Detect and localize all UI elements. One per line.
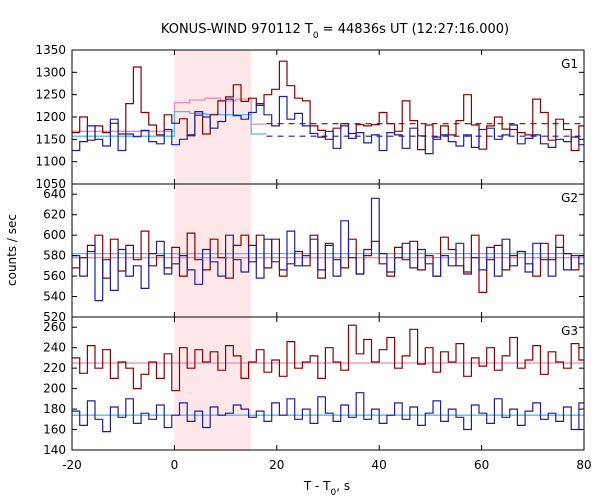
panel-label-g3: G3 xyxy=(561,324,578,338)
fit-line-g1-secondary_fit xyxy=(72,110,267,137)
y-tick-label-g1: 1100 xyxy=(35,155,66,169)
panel-frame-g3 xyxy=(71,316,585,451)
y-tick-label-g1: 1350 xyxy=(35,43,66,57)
y-tick-label-g1: 1250 xyxy=(35,88,66,102)
y-tick-label-g3: 220 xyxy=(43,361,66,375)
y-tick-label-g1: 1300 xyxy=(35,65,66,79)
series-g1-primary xyxy=(72,60,584,152)
panel-label-g2: G2 xyxy=(561,191,578,205)
y-tick-label-g3: 180 xyxy=(43,402,66,416)
x-axis-label: T - T0, s xyxy=(303,479,350,498)
y-tick-label-g2: 580 xyxy=(43,249,66,263)
y-tick-label-g1: 1150 xyxy=(35,132,66,146)
y-tick-label-g3: 240 xyxy=(43,341,66,355)
y-tick-label-g1: 1200 xyxy=(35,110,66,124)
x-tick-label: 40 xyxy=(372,458,387,472)
series-g3-secondary xyxy=(72,392,584,433)
x-tick-label: 0 xyxy=(171,458,179,472)
highlight-interval xyxy=(174,50,252,450)
series-g2-secondary xyxy=(72,197,584,302)
y-tick-label-g2: 620 xyxy=(43,208,66,222)
x-tick-label: 20 xyxy=(269,458,284,472)
y-tick-label-g1: 1050 xyxy=(35,177,66,191)
y-tick-label-g2: 640 xyxy=(43,187,66,201)
series-g1-secondary xyxy=(72,95,584,155)
y-tick-label-g3: 160 xyxy=(43,423,66,437)
y-tick-label-g2: 520 xyxy=(43,310,66,324)
y-tick-label-g3: 140 xyxy=(43,443,66,457)
y-tick-label-g2: 560 xyxy=(43,269,66,283)
series-g3-primary xyxy=(72,324,584,392)
y-axis-label: counts / sec xyxy=(5,214,19,286)
x-tick-label: 80 xyxy=(576,458,591,472)
x-tick-label: -20 xyxy=(62,458,82,472)
chart-title: KONUS-WIND 970112 T0 = 44836s UT (12:27:… xyxy=(161,22,509,41)
y-tick-label-g2: 540 xyxy=(43,290,66,304)
y-tick-label-g3: 200 xyxy=(43,382,66,396)
x-tick-label: 60 xyxy=(474,458,489,472)
y-tick-label-g2: 600 xyxy=(43,228,66,242)
series-g2-primary xyxy=(72,230,584,293)
panel-label-g1: G1 xyxy=(561,57,578,71)
y-tick-label-g3: 260 xyxy=(43,320,66,334)
